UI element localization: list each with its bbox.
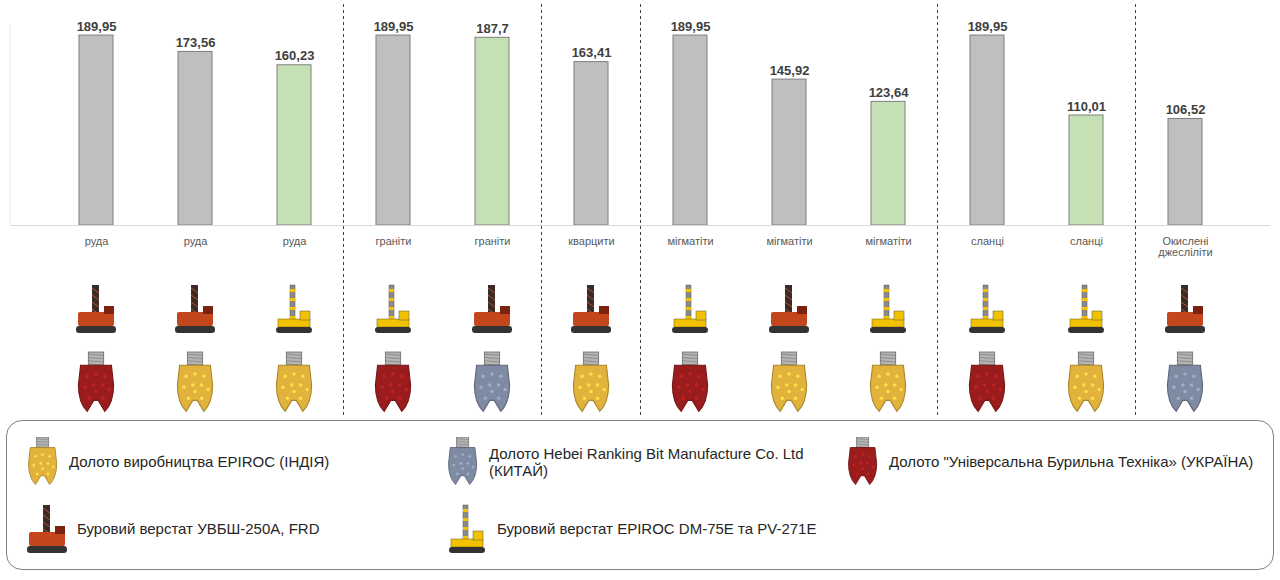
svg-text:189,95: 189,95	[968, 19, 1008, 34]
svg-text:кварцити: кварцити	[568, 235, 614, 247]
svg-text:110,01: 110,01	[1067, 99, 1106, 114]
svg-text:173,56: 173,56	[176, 35, 216, 50]
svg-text:руда: руда	[283, 235, 308, 247]
svg-text:мігматіти: мігматіти	[667, 235, 713, 247]
svg-text:187,7: 187,7	[476, 21, 509, 36]
html-text:Долото виробництва EPIROC (ІНД: Долото виробництва EPIROC (ІНДІЯ)	[69, 453, 330, 470]
svg-text:мігматіти: мігматіти	[766, 235, 812, 247]
svg-text:руда: руда	[184, 235, 209, 247]
svg-text:189,95: 189,95	[77, 19, 117, 34]
html-text:Долото Hebei Ranking Bit Manuf: Долото Hebei Ranking Bit Manufacture Co.…	[489, 444, 804, 479]
html-text:Буровий верстат EPIROC DM-75E: Буровий верстат EPIROC DM-75E та PV-271E	[497, 520, 817, 537]
svg-text:160,23: 160,23	[275, 48, 315, 63]
svg-text:граніти: граніти	[475, 235, 511, 247]
svg-text:руда: руда	[85, 235, 110, 247]
svg-text:123,64: 123,64	[869, 85, 910, 100]
svg-text:163,41: 163,41	[572, 45, 612, 60]
svg-text:мігматіти: мігматіти	[865, 235, 911, 247]
svg-text:сланці: сланці	[1070, 235, 1103, 247]
svg-text:145,92: 145,92	[770, 63, 810, 78]
svg-text:граніти: граніти	[376, 235, 412, 247]
svg-text:106,52: 106,52	[1166, 102, 1206, 117]
svg-text:Окисленіджесліліти: Окисленіджесліліти	[1158, 235, 1212, 258]
svg-text:сланці: сланці	[971, 235, 1004, 247]
html-text:Буровий верстат УВБШ-250А, FRD: Буровий верстат УВБШ-250А, FRD	[77, 520, 320, 537]
html-text:Долото "Універсальна Бурильна: Долото "Універсальна Бурильна Техніка» (…	[889, 453, 1254, 470]
svg-text:189,95: 189,95	[374, 19, 414, 34]
svg-text:189,95: 189,95	[671, 19, 711, 34]
